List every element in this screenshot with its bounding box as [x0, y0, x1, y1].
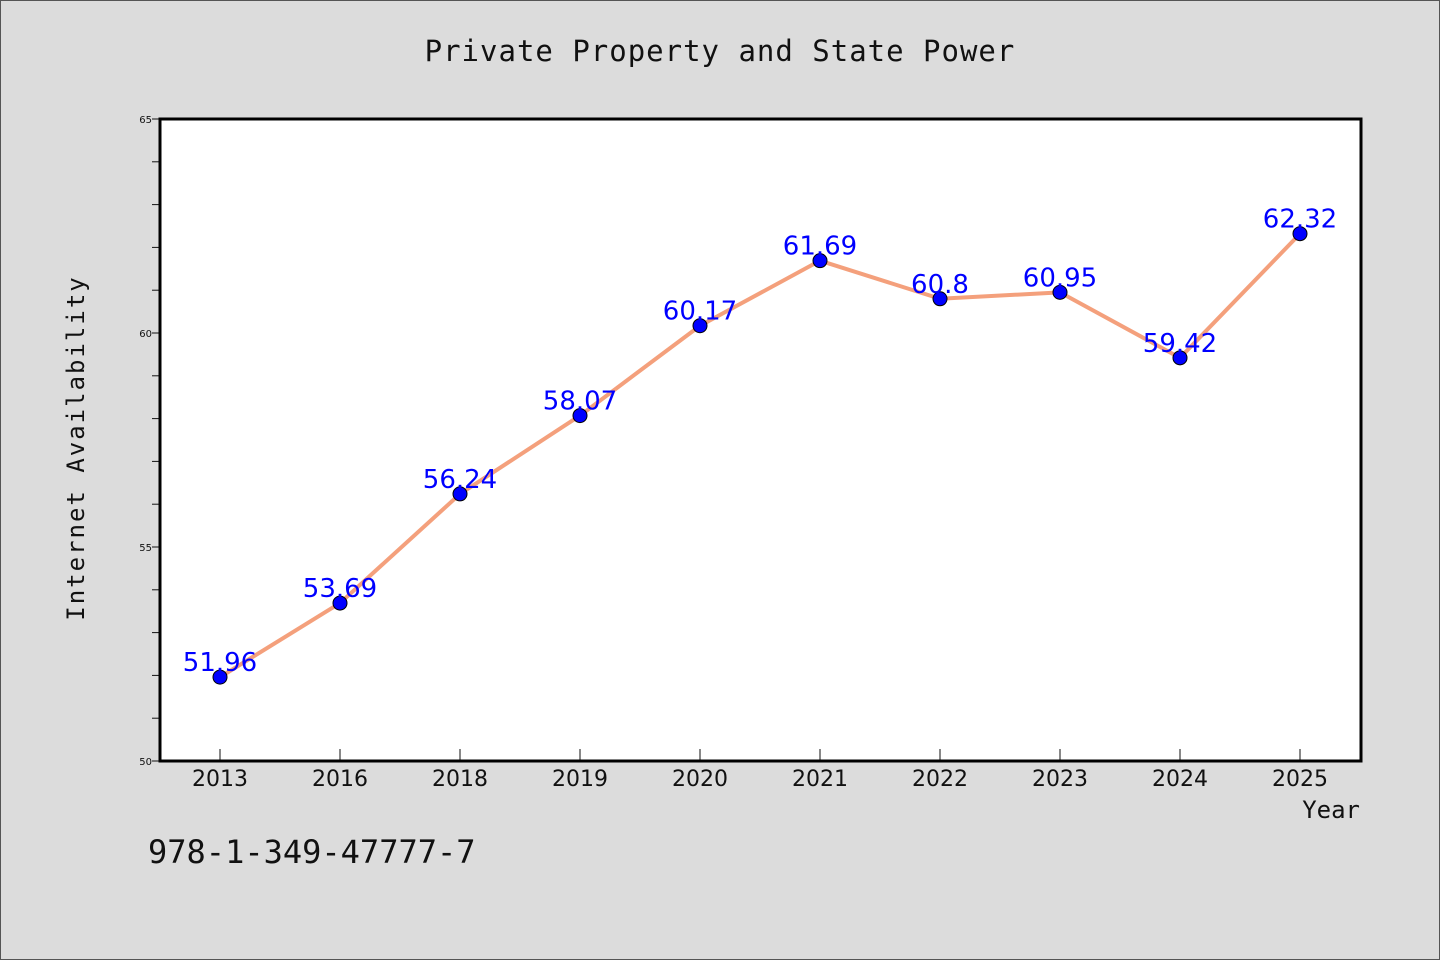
data-point	[332, 595, 348, 611]
data-point	[692, 318, 708, 334]
x-tick-label: 2021	[792, 767, 848, 792]
x-tick-label: 2020	[672, 767, 728, 792]
data-label: 59.42	[1143, 329, 1217, 359]
data-point	[572, 408, 588, 424]
x-tick-label: 2013	[192, 767, 248, 792]
y-axis-label: Internet Availability	[62, 275, 90, 621]
y-tick-label: 50	[139, 757, 152, 768]
chart-title: Private Property and State Power	[424, 34, 1016, 68]
data-label: 58.07	[543, 387, 617, 417]
data-label: 53.69	[303, 574, 377, 604]
x-axis-label: Year	[1302, 796, 1360, 824]
x-tick-label: 2018	[432, 767, 488, 792]
data-point	[932, 291, 948, 307]
data-point	[1292, 226, 1308, 242]
data-label: 60.17	[663, 297, 737, 327]
x-tick-label: 2019	[552, 767, 608, 792]
y-tick-label: 65	[139, 115, 152, 126]
plot-area	[160, 119, 1361, 761]
series-line	[218, 231, 1302, 680]
data-label: 56.24	[423, 465, 497, 495]
data-label: 60.95	[1023, 263, 1097, 293]
y-tick-label: 55	[139, 543, 152, 554]
data-label: 60.8	[911, 270, 969, 300]
data-point	[452, 486, 468, 502]
data-point	[212, 669, 228, 685]
data-point	[812, 253, 828, 269]
x-tick-label: 2016	[312, 767, 368, 792]
data-label: 61.69	[783, 232, 857, 262]
data-label: 51.96	[183, 648, 257, 678]
x-tick-label: 2024	[1152, 767, 1208, 792]
y-tick-label: 60	[139, 329, 152, 340]
x-tick-label: 2025	[1272, 767, 1328, 792]
data-label: 62.32	[1263, 205, 1337, 235]
plot-border	[158, 117, 1363, 763]
x-tick-label: 2022	[912, 767, 968, 792]
x-tick-label: 2023	[1032, 767, 1088, 792]
data-point	[1172, 350, 1188, 366]
data-point	[1052, 284, 1068, 300]
isbn-text: 978-1-349-47777-7	[148, 833, 476, 871]
